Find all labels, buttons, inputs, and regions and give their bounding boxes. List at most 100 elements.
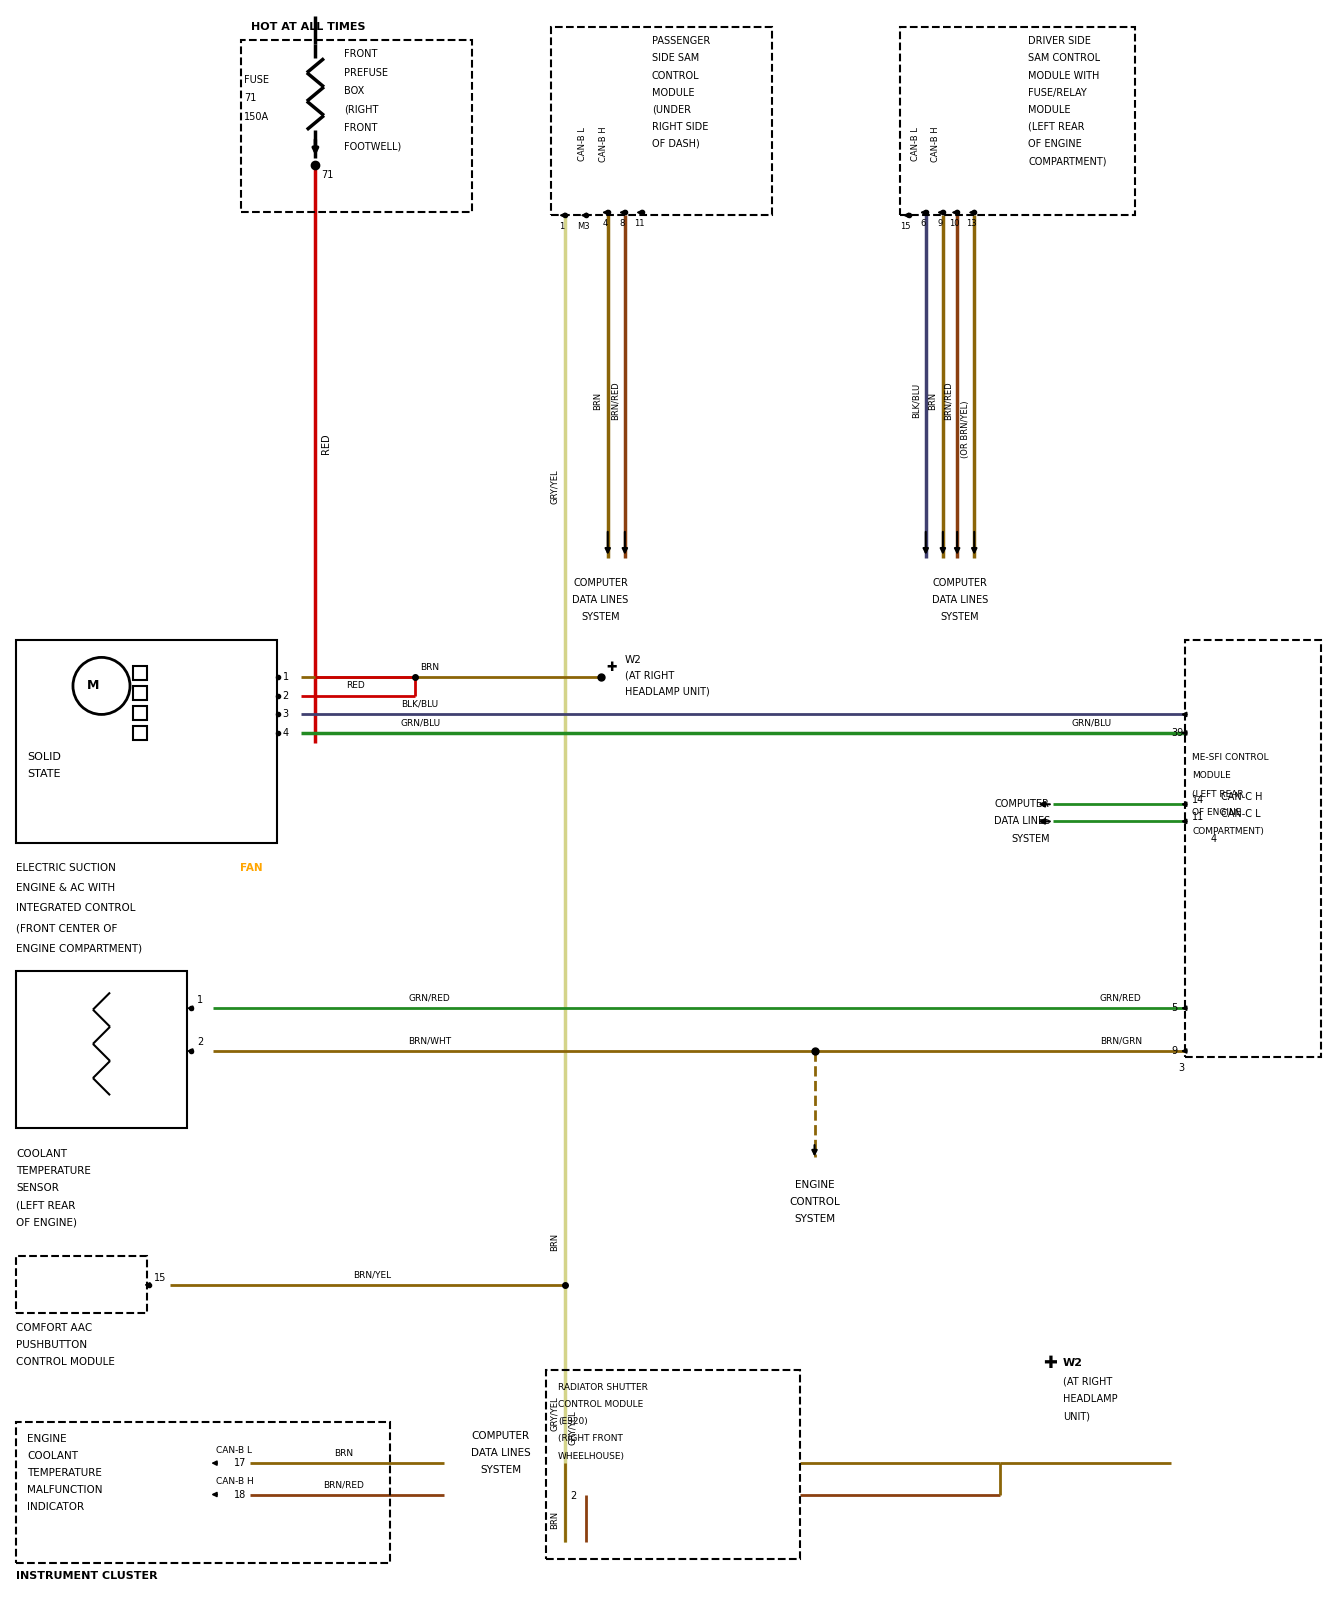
Text: 15: 15 — [154, 1272, 166, 1283]
Text: CAN-B L: CAN-B L — [912, 126, 920, 162]
Text: (LEFT REAR: (LEFT REAR — [1029, 122, 1085, 131]
Text: BRN: BRN — [929, 392, 937, 410]
Text: INTEGRATED CONTROL: INTEGRATED CONTROL — [16, 904, 136, 914]
Text: BRN: BRN — [551, 1234, 559, 1251]
Text: RED: RED — [321, 434, 331, 454]
Text: 2: 2 — [282, 691, 289, 701]
Text: CONTROL MODULE: CONTROL MODULE — [16, 1357, 114, 1366]
Text: GRN/BLU: GRN/BLU — [401, 718, 441, 728]
Text: 6: 6 — [920, 219, 925, 229]
Text: GRY/YEL: GRY/YEL — [567, 1410, 576, 1445]
Bar — [900, 27, 1135, 216]
Text: SENSOR: SENSOR — [16, 1182, 59, 1194]
Text: RIGHT SIDE: RIGHT SIDE — [652, 122, 708, 131]
Text: 71: 71 — [321, 170, 334, 181]
Text: COMPUTER: COMPUTER — [933, 578, 988, 589]
Text: (OR BRN/YEL): (OR BRN/YEL) — [961, 400, 970, 458]
Text: 2: 2 — [571, 1491, 576, 1501]
Text: FAN: FAN — [240, 864, 262, 874]
Text: RED: RED — [346, 682, 365, 691]
Text: MODULE: MODULE — [652, 88, 695, 98]
Text: 4: 4 — [602, 219, 607, 229]
Text: 8: 8 — [619, 219, 624, 229]
Text: 5: 5 — [1171, 1003, 1178, 1013]
Text: (AT RIGHT: (AT RIGHT — [624, 670, 673, 682]
Text: 1: 1 — [197, 995, 204, 1005]
Text: 15: 15 — [901, 222, 910, 232]
Text: BRN: BRN — [551, 1510, 559, 1530]
Text: 14: 14 — [1193, 795, 1205, 805]
Text: CAN-C L: CAN-C L — [1221, 810, 1260, 819]
Text: SYSTEM: SYSTEM — [480, 1466, 522, 1475]
Bar — [133, 726, 148, 741]
Bar — [133, 706, 148, 720]
Text: CAN-B H: CAN-B H — [216, 1477, 253, 1486]
Text: ELECTRIC SUCTION: ELECTRIC SUCTION — [16, 864, 118, 874]
Text: OF ENGINE): OF ENGINE) — [16, 1218, 77, 1227]
Text: 150A: 150A — [244, 112, 269, 122]
Bar — [16, 1256, 148, 1314]
Bar — [133, 666, 148, 680]
Text: OF ENGINE: OF ENGINE — [1029, 139, 1082, 149]
Text: (E320): (E320) — [558, 1418, 587, 1426]
Text: SYSTEM: SYSTEM — [582, 613, 620, 622]
Text: COMPARTMENT): COMPARTMENT) — [1193, 827, 1264, 835]
Text: (RIGHT: (RIGHT — [343, 104, 378, 115]
Text: CONTROL: CONTROL — [652, 70, 700, 80]
Text: FUSE/RELAY: FUSE/RELAY — [1029, 88, 1087, 98]
Text: GRN/BLU: GRN/BLU — [1071, 718, 1111, 728]
Text: BRN/WHT: BRN/WHT — [407, 1037, 451, 1045]
Text: ✚: ✚ — [607, 661, 616, 674]
Text: SYSTEM: SYSTEM — [941, 613, 980, 622]
Text: HEADLAMP: HEADLAMP — [1062, 1394, 1117, 1403]
Text: 1: 1 — [559, 222, 564, 232]
Bar — [551, 27, 772, 216]
Text: BRN/GRN: BRN/GRN — [1099, 1037, 1142, 1045]
Bar — [1186, 640, 1320, 1056]
Text: (LEFT REAR: (LEFT REAR — [1193, 790, 1244, 798]
Bar — [16, 971, 188, 1128]
Text: SYSTEM: SYSTEM — [1012, 834, 1050, 843]
Text: M3: M3 — [578, 222, 590, 232]
Bar — [16, 640, 277, 843]
Text: 10: 10 — [949, 219, 960, 229]
Text: HOT AT ALL TIMES: HOT AT ALL TIMES — [252, 22, 366, 32]
Text: ✚: ✚ — [1042, 1354, 1057, 1373]
Text: BRN: BRN — [419, 662, 439, 672]
Text: COMFORT AAC: COMFORT AAC — [16, 1323, 92, 1333]
Text: 4: 4 — [1211, 834, 1217, 843]
Text: DATA LINES: DATA LINES — [471, 1448, 531, 1458]
Text: DATA LINES: DATA LINES — [993, 816, 1050, 826]
Text: PUSHBUTTON: PUSHBUTTON — [16, 1339, 87, 1350]
Text: RADIATOR SHUTTER: RADIATOR SHUTTER — [558, 1382, 648, 1392]
Text: STATE: STATE — [28, 770, 61, 779]
Text: DATA LINES: DATA LINES — [932, 595, 988, 605]
Text: COOLANT: COOLANT — [16, 1149, 67, 1158]
Text: 39: 39 — [1171, 728, 1183, 738]
Text: COMPUTER: COMPUTER — [471, 1430, 530, 1442]
Text: CAN-B H: CAN-B H — [932, 126, 940, 162]
Text: DRIVER SIDE: DRIVER SIDE — [1029, 37, 1091, 46]
Text: ENGINE & AC WITH: ENGINE & AC WITH — [16, 883, 114, 893]
Text: HEADLAMP UNIT): HEADLAMP UNIT) — [624, 686, 709, 696]
Text: FUSE: FUSE — [244, 75, 269, 85]
Text: W2: W2 — [624, 656, 642, 666]
Text: OF ENGINE: OF ENGINE — [1193, 808, 1242, 818]
Text: BRN: BRN — [334, 1448, 354, 1458]
Text: GRN/RED: GRN/RED — [1099, 994, 1142, 1003]
Text: BLK/BLU: BLK/BLU — [912, 382, 920, 418]
Text: PASSENGER: PASSENGER — [652, 37, 711, 46]
Text: CAN-C H: CAN-C H — [1221, 792, 1263, 802]
Text: 11: 11 — [634, 219, 644, 229]
Text: 1: 1 — [282, 672, 289, 682]
Text: COMPARTMENT): COMPARTMENT) — [1029, 157, 1107, 166]
Text: CONTROL MODULE: CONTROL MODULE — [558, 1400, 643, 1410]
Text: W2: W2 — [1062, 1358, 1082, 1368]
Text: CAN-B H: CAN-B H — [599, 126, 608, 162]
Text: ENGINE COMPARTMENT): ENGINE COMPARTMENT) — [16, 944, 142, 954]
Text: ME-SFI CONTROL: ME-SFI CONTROL — [1193, 752, 1268, 762]
Text: INDICATOR: INDICATOR — [28, 1502, 84, 1512]
Text: (LEFT REAR: (LEFT REAR — [16, 1200, 76, 1210]
Text: GRY/YEL: GRY/YEL — [551, 469, 559, 504]
Text: SAM CONTROL: SAM CONTROL — [1029, 53, 1101, 64]
